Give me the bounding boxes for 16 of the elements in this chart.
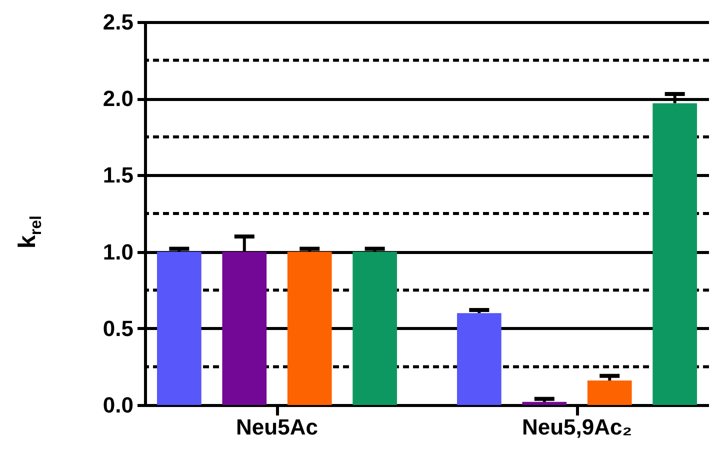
bar bbox=[157, 252, 202, 405]
x-tick-label: Neu5Ac bbox=[236, 414, 318, 440]
bar bbox=[652, 103, 697, 405]
x-tick-label: Neu5,9Ac₂ bbox=[522, 414, 632, 440]
y-tick-label: 1.5 bbox=[102, 162, 134, 188]
y-tick-label: 0.5 bbox=[102, 316, 134, 341]
bar bbox=[587, 380, 632, 405]
bar bbox=[352, 252, 397, 405]
y-tick-label: 0.0 bbox=[102, 392, 134, 418]
bar bbox=[457, 313, 502, 405]
y-tick-label: 1.0 bbox=[102, 239, 134, 264]
bar bbox=[287, 252, 332, 405]
y-tick-label: 2.0 bbox=[102, 86, 134, 112]
bar bbox=[522, 402, 567, 405]
y-tick-label: 2.5 bbox=[102, 10, 134, 34]
bar bbox=[222, 252, 267, 405]
